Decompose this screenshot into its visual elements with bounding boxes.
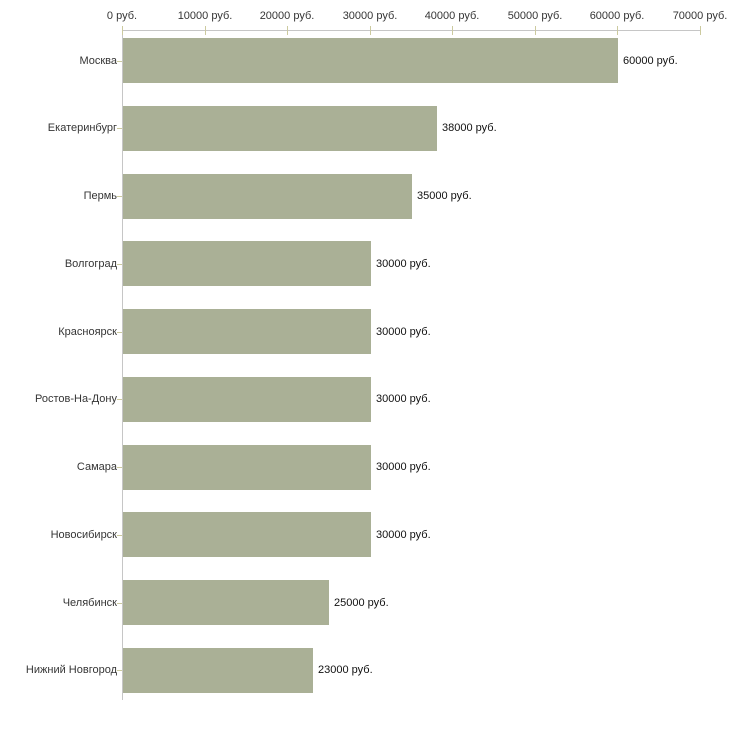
bar: [123, 648, 313, 693]
value-label: 30000 руб.: [376, 393, 431, 405]
bar: [123, 512, 371, 557]
category-label: Нижний Новгород: [25, 664, 117, 676]
x-axis-tick-mark: [122, 26, 123, 35]
x-axis-tick-mark: [370, 26, 371, 35]
category-label: Волгоград: [64, 258, 117, 270]
y-axis-tick-mark: [117, 670, 122, 671]
value-label: 25000 руб.: [334, 597, 389, 609]
x-axis-tick-label: 60000 руб.: [589, 10, 645, 22]
y-axis-tick-mark: [117, 196, 122, 197]
y-axis-tick-mark: [117, 467, 122, 468]
value-label: 30000 руб.: [376, 529, 431, 541]
bar: [123, 309, 371, 354]
bar: [123, 241, 371, 286]
bar: [123, 580, 329, 625]
bar: [123, 174, 412, 219]
x-axis-tick-label: 40000 руб.: [424, 10, 480, 22]
bar: [123, 106, 437, 151]
category-label: Москва: [79, 55, 117, 67]
value-label: 30000 руб.: [376, 258, 431, 270]
x-axis-tick-label: 20000 руб.: [259, 10, 315, 22]
x-axis-line: [122, 30, 701, 31]
y-axis-line: [122, 30, 123, 700]
category-label: Екатеринбург: [47, 122, 117, 134]
x-axis-tick-mark: [287, 26, 288, 35]
y-axis-tick-mark: [117, 603, 122, 604]
value-label: 60000 руб.: [623, 55, 678, 67]
category-label: Ростов-На-Дону: [34, 393, 117, 405]
bar: [123, 377, 371, 422]
x-axis-tick-label: 70000 руб.: [672, 10, 728, 22]
x-axis-tick-mark: [205, 26, 206, 35]
value-label: 38000 руб.: [442, 122, 497, 134]
value-label: 30000 руб.: [376, 326, 431, 338]
category-label: Челябинск: [62, 597, 117, 609]
x-axis-tick-label: 0 руб.: [106, 10, 138, 22]
value-label: 35000 руб.: [417, 190, 472, 202]
x-axis-tick-label: 50000 руб.: [507, 10, 563, 22]
y-axis-tick-mark: [117, 332, 122, 333]
x-axis-tick-label: 10000 руб.: [177, 10, 233, 22]
y-axis-tick-mark: [117, 399, 122, 400]
x-axis-tick-label: 30000 руб.: [342, 10, 398, 22]
x-axis-tick-mark: [452, 26, 453, 35]
category-label: Пермь: [83, 190, 117, 202]
x-axis-tick-mark: [535, 26, 536, 35]
value-label: 30000 руб.: [376, 461, 431, 473]
x-axis-tick-mark: [617, 26, 618, 35]
bar: [123, 38, 618, 83]
y-axis-tick-mark: [117, 128, 122, 129]
category-label: Самара: [76, 461, 117, 473]
y-axis-tick-mark: [117, 264, 122, 265]
bar: [123, 445, 371, 490]
x-axis-tick-mark: [700, 26, 701, 35]
y-axis-tick-mark: [117, 535, 122, 536]
value-label: 23000 руб.: [318, 664, 373, 676]
y-axis-tick-mark: [117, 61, 122, 62]
category-label: Красноярск: [58, 326, 117, 338]
category-label: Новосибирск: [50, 529, 117, 541]
